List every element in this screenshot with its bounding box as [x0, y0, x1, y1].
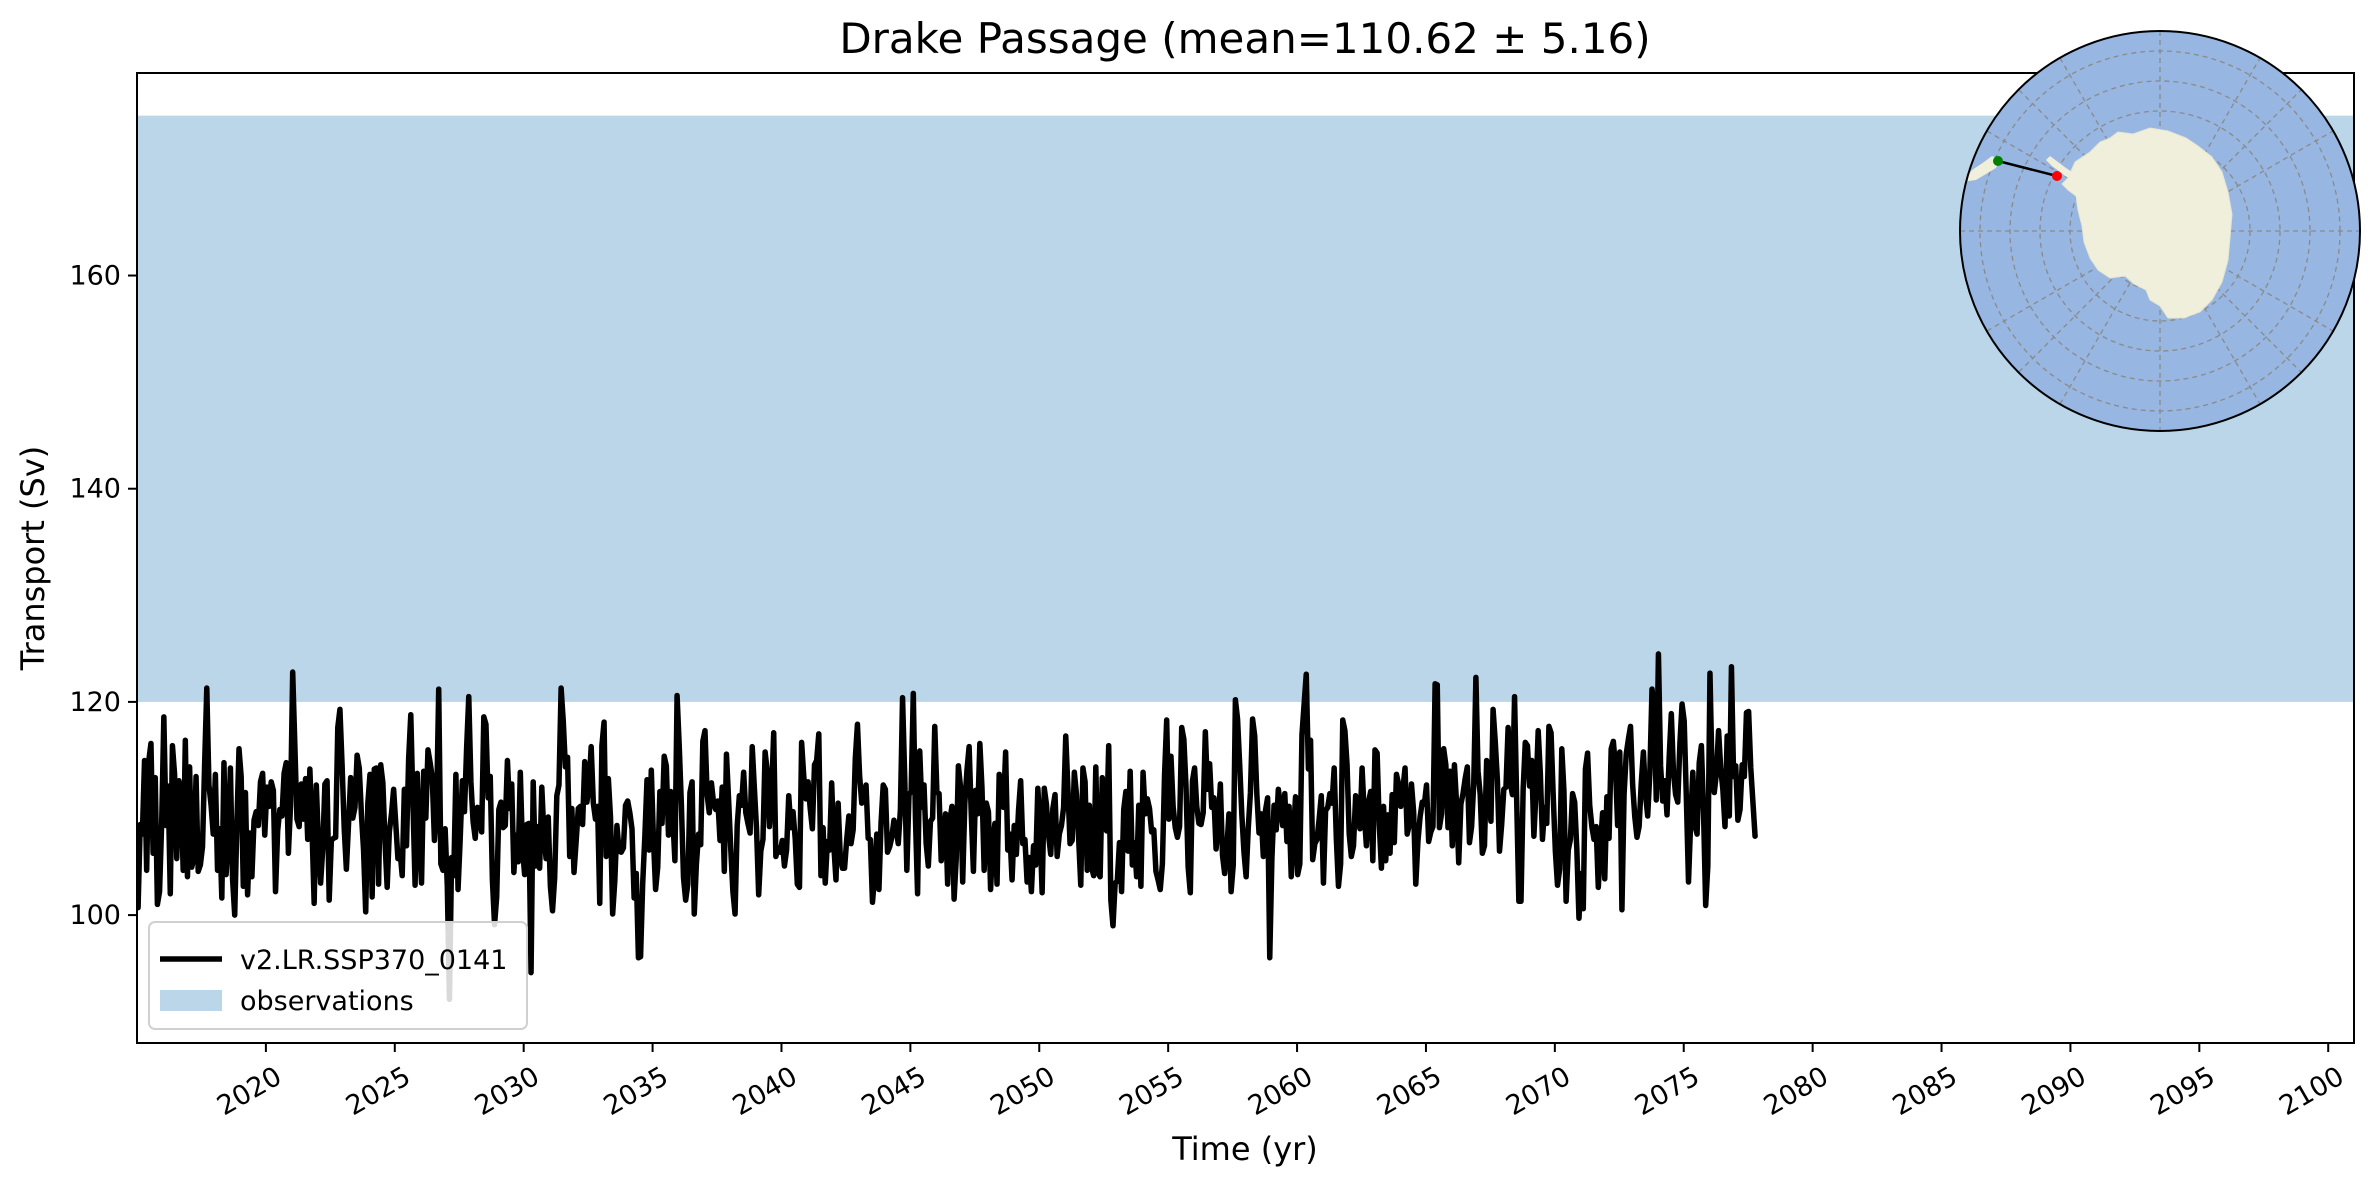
section-line	[1997, 159, 2058, 178]
y-axis-label: Transport (Sv)	[14, 446, 52, 672]
section-start-marker	[1993, 156, 2003, 166]
legend-observations-swatch	[160, 990, 222, 1011]
inset-border	[1959, 30, 2361, 432]
legend-series-label: v2.LR.SSP370_0141	[240, 945, 507, 976]
south-america-tip	[1962, 156, 2000, 182]
y-tick-label: 160	[69, 261, 121, 292]
antarctic-peninsula	[2046, 156, 2072, 178]
y-axis: 100 120 140 160	[69, 261, 137, 931]
x-axis-label: Time (yr)	[1171, 1130, 1318, 1168]
chart-title: Drake Passage (mean=110.62 ± 5.16)	[839, 14, 1650, 63]
y-tick-label: 140	[69, 474, 121, 505]
plot-frame	[136, 72, 2355, 1044]
y-tick-label: 120	[69, 687, 121, 718]
section-end-marker	[2052, 171, 2062, 181]
series-line	[137, 651, 1758, 1003]
antarctica-inset-map	[1959, 30, 2361, 432]
legend-box	[148, 921, 528, 1030]
legend-observations-label: observations	[240, 986, 414, 1017]
y-tick-label: 100	[69, 900, 121, 931]
antarctica-landmass	[2061, 127, 2233, 319]
legend: v2.LR.SSP370_0141 observations	[148, 921, 528, 1030]
